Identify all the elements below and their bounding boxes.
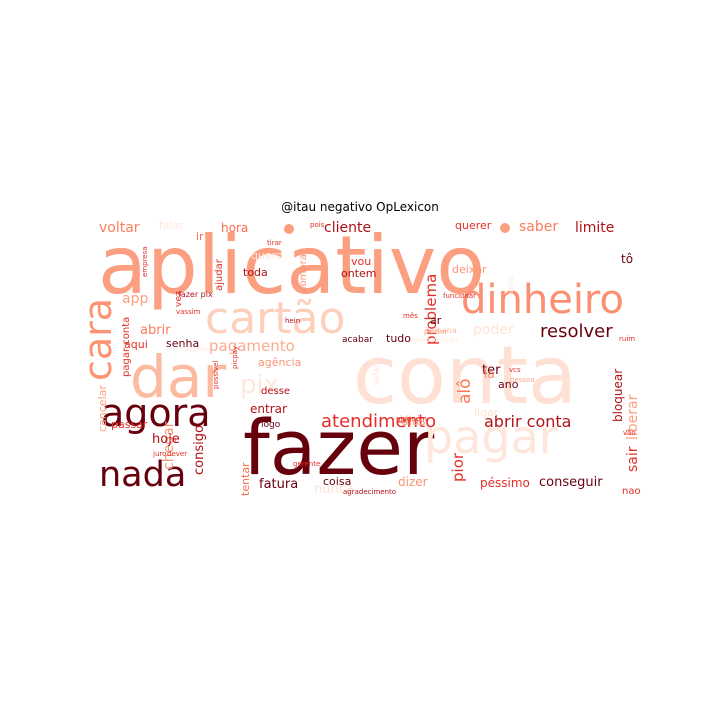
- word-conta: conta: [353, 329, 577, 422]
- word-dias: dias: [401, 414, 426, 428]
- word-fazendo: fazendo: [182, 345, 210, 353]
- word-cartao: cartão: [205, 293, 345, 344]
- word-ar: ar: [430, 314, 442, 327]
- word-bloquear: bloquear: [611, 369, 625, 422]
- word-fazer: fazer: [243, 403, 435, 492]
- word-nunca: nunca: [314, 482, 354, 497]
- word-entrar: entrar: [250, 402, 287, 416]
- word-passar: passar: [111, 418, 148, 431]
- word-ruim: ruim: [619, 335, 635, 343]
- word-pois: pois: [310, 221, 325, 229]
- word-agora: agora: [101, 391, 211, 435]
- word-vou: vou: [351, 255, 371, 268]
- word-mes: mês: [403, 312, 418, 320]
- word-ir: ir: [196, 230, 204, 243]
- word-poder: poder: [473, 322, 514, 338]
- word-vassim: vassim: [176, 308, 201, 316]
- word-hein: hein: [285, 317, 300, 325]
- word-aqui: aqui: [124, 338, 148, 351]
- word-coisa: coisa: [323, 475, 351, 488]
- word-sair: sair: [625, 446, 641, 472]
- word-pagar: pagar: [424, 410, 558, 464]
- word-ano: ano: [498, 378, 519, 391]
- word-falar: falar: [159, 219, 184, 232]
- word-ninguem: ninguém: [396, 415, 427, 423]
- word-dinheiro: dinheiro: [461, 277, 624, 323]
- word-desse: desse: [261, 386, 290, 397]
- word-vez: vez: [174, 291, 184, 307]
- word-liberar: liberar: [625, 394, 641, 440]
- word-ter: ter: [482, 363, 501, 378]
- word-empresa: empresa: [141, 246, 149, 277]
- word-nada: nada: [99, 455, 186, 495]
- word-chegar: chegar: [161, 421, 177, 470]
- cloud-dot-0: [284, 224, 294, 234]
- word-picpay: picpay: [231, 346, 239, 369]
- word-dar: dar: [130, 343, 226, 411]
- word-tudo: tudo: [386, 332, 411, 345]
- word-cliente: cliente: [324, 220, 371, 236]
- word-ontem: ontem: [341, 267, 377, 280]
- word-acabar: acabar: [342, 335, 373, 345]
- word-pagamento: pagamento: [209, 337, 295, 355]
- word-compra: compra: [298, 254, 309, 292]
- word-perder: perder: [424, 328, 447, 336]
- word-possivel: possivel: [212, 361, 220, 389]
- word-consigo: consigo: [192, 425, 207, 475]
- word-salario: salário: [372, 356, 382, 386]
- word-pagar-conta: pagar conta: [121, 317, 132, 377]
- word-quero: quero: [251, 249, 283, 262]
- word-fazer-pix: fazer pix: [178, 290, 213, 299]
- word-app: app: [122, 291, 148, 307]
- word-problema: problema: [422, 274, 440, 345]
- word-to: tô: [621, 252, 633, 266]
- word-la: la: [484, 367, 495, 381]
- word-logo: logo: [261, 420, 281, 430]
- word-atendimento: atendimento: [321, 411, 436, 432]
- word-saber: saber: [519, 219, 558, 235]
- word-pessoa: pessoa: [510, 376, 535, 384]
- word-pessimo: péssimo: [480, 476, 530, 490]
- word-resolver: resolver: [540, 321, 613, 342]
- word-hora: hora: [221, 221, 248, 235]
- word-voltar: voltar: [99, 220, 140, 236]
- word-tentar: tentar: [239, 462, 252, 496]
- word-toda: toda: [243, 266, 268, 279]
- word-alo: alô: [455, 378, 475, 404]
- word-juro: juro: [152, 450, 166, 458]
- word-conseguir: conseguir: [539, 475, 603, 490]
- word-gerente: gerente: [293, 460, 320, 468]
- word-pix: pix: [240, 370, 279, 400]
- word-dizer: dizer: [398, 475, 428, 489]
- word-aplicativo: aplicativo: [98, 219, 485, 312]
- word-hoje: hoje: [152, 432, 180, 447]
- word-deixar: deixar: [452, 263, 487, 276]
- word-manutencao: manutenção: [414, 336, 458, 344]
- word-agradecimento: agradecimento: [343, 488, 396, 496]
- word-ajudar: ajudar: [214, 258, 225, 291]
- word-funcionar: funcionar: [443, 292, 476, 300]
- word-limite: limite: [575, 220, 614, 236]
- word-nao: nao: [622, 486, 641, 497]
- word-pior: pior: [449, 452, 467, 482]
- word-vcs: vcs: [509, 366, 521, 374]
- word-vao: vão: [623, 429, 636, 437]
- word-cancelar: cancelar: [96, 385, 109, 432]
- word-senha: senha: [166, 337, 199, 350]
- word-abrir: abrir: [140, 323, 171, 338]
- word-ainda: ainda: [507, 277, 515, 296]
- word-fatura: fatura: [259, 477, 298, 492]
- word-semana: semana: [425, 326, 457, 335]
- word-tirar: tirar: [267, 239, 282, 247]
- word-cara: cara: [76, 298, 120, 381]
- word-abrir-conta: abrir conta: [484, 412, 571, 431]
- word-ligar: ligar: [474, 406, 499, 419]
- word-dever: dever: [167, 450, 187, 458]
- cloud-dot-1: [500, 223, 510, 233]
- chart-title: @itau negativo OpLexicon: [281, 200, 439, 214]
- word-agencia: agência: [258, 356, 301, 369]
- word-querer: querer: [455, 219, 492, 232]
